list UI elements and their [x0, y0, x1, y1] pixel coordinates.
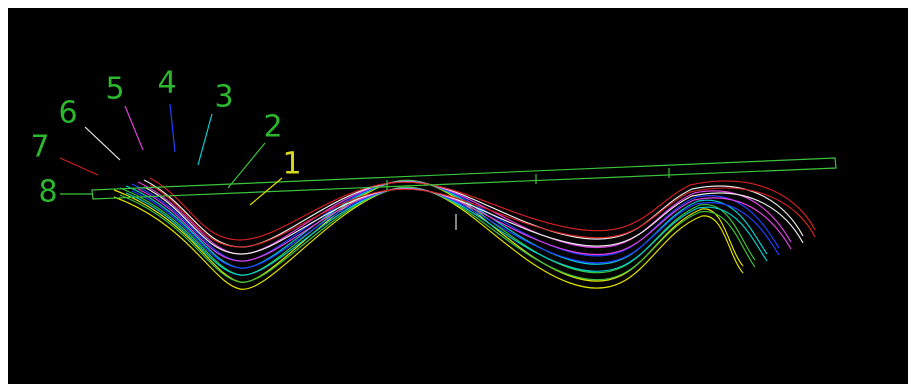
- callout-label: 6: [58, 96, 77, 131]
- callout-label: 1: [282, 147, 301, 182]
- page: 12345678 (() => { const data = JSON.pars…: [0, 0, 915, 391]
- callout-label: 7: [30, 130, 49, 165]
- callout-label: 2: [263, 110, 282, 145]
- cad-viewport: 123 4567 8: [0, 0, 915, 391]
- callout-label: 3: [214, 80, 233, 115]
- callout-label: 5: [105, 72, 124, 107]
- callout-label: 8: [38, 175, 57, 210]
- callout-label: 4: [157, 66, 176, 101]
